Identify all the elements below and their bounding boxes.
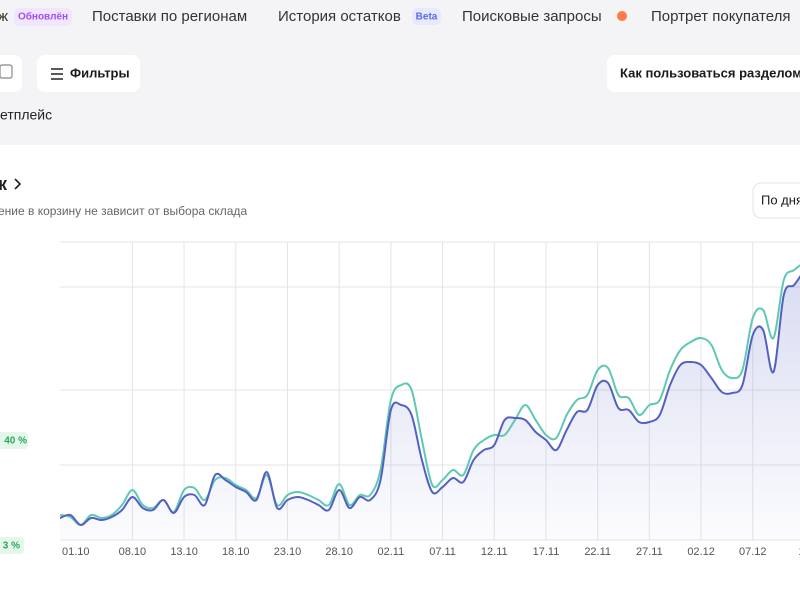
x-tick-label: 08.10 [119, 546, 147, 558]
filters-button[interactable] [37, 55, 140, 92]
x-tick-label: 01.10 [62, 546, 90, 558]
x-tick-label: 07.11 [429, 546, 456, 558]
x-tick-label: 13.10 [170, 546, 198, 558]
card-subtitle: ение в корзину не зависит от выбора скла… [0, 204, 247, 218]
tab[interactable]: Портрет покупателя [651, 8, 790, 25]
x-tick-label: 23.10 [274, 546, 302, 558]
filters-icon [51, 68, 63, 80]
chevron[interactable] [14, 178, 22, 190]
tab[interactable]: История остатков [278, 8, 401, 25]
tab-badge: Beta [416, 12, 438, 23]
x-tick-label: 18.10 [222, 546, 250, 558]
tab-badge: Обновлён [18, 11, 68, 23]
tab[interactable]: ж [0, 8, 8, 25]
badge-bg [14, 8, 72, 26]
x-tick-label: 27.11 [636, 546, 663, 558]
new-dot [617, 11, 627, 21]
x-tick-label: 12.11 [481, 546, 508, 558]
period-button[interactable] [752, 182, 800, 219]
marketplace[interactable]: етплейс [0, 107, 52, 123]
help-label: Как пользоваться разделом [620, 65, 800, 80]
x-tick-label: 02.12 [687, 546, 715, 558]
x-tick-label: 02.11 [378, 546, 405, 558]
calendar-icon [0, 64, 13, 79]
line [60, 274, 800, 526]
change-badge: 40 % [4, 436, 27, 447]
badge-bg [0, 432, 28, 449]
tab[interactable]: Поисковые запросы [462, 8, 602, 25]
line [60, 264, 800, 526]
plot: 01.10 08.10 13.10 18.10 23.10 28.10 02.11 07.11… [60, 242, 800, 558]
x-tick-label: 28.10 [325, 546, 353, 558]
change-badge: 3 % [3, 541, 20, 552]
badge-bg [412, 8, 441, 25]
area [60, 276, 800, 540]
filters-label: Фильтры [70, 65, 130, 80]
x-tick-label: 07.12 [739, 546, 767, 558]
series-group [60, 264, 800, 540]
badge-bg [0, 537, 24, 554]
x-tick-label: 22.11 [584, 546, 611, 558]
x-tick-label: 12 [798, 546, 800, 558]
help-button[interactable] [607, 55, 800, 92]
card-title: к [0, 174, 8, 194]
period-label: По дня [761, 192, 800, 207]
tab[interactable]: Поставки по регионам [92, 8, 247, 25]
date-button[interactable] [0, 55, 22, 92]
x-tick-label: 17.11 [533, 546, 560, 558]
